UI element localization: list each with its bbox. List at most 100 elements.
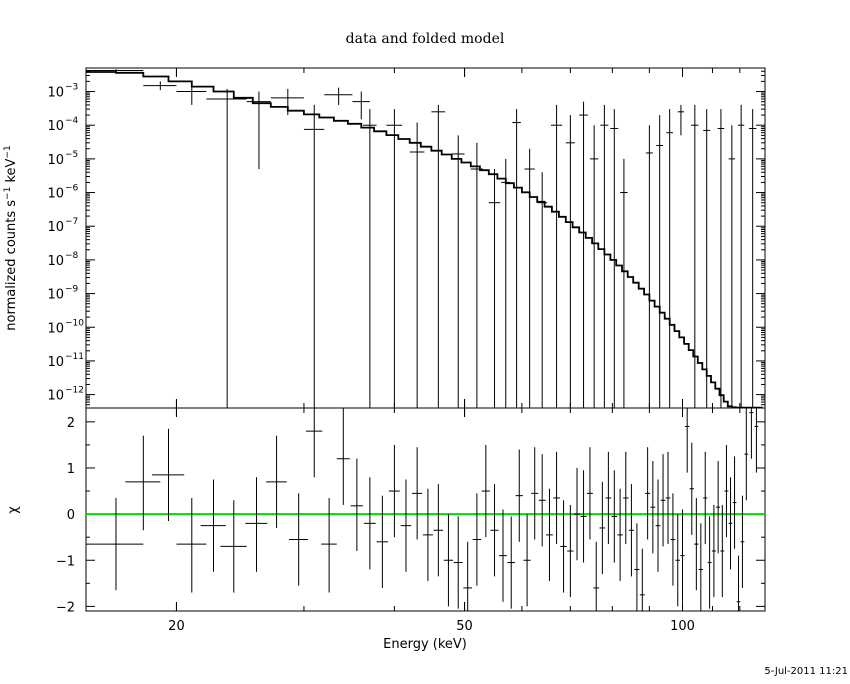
residual-point bbox=[623, 451, 629, 545]
y-tick-exponent: −11 bbox=[65, 352, 84, 362]
residual-point bbox=[321, 497, 337, 593]
residual-point bbox=[685, 408, 690, 473]
spectrum-panel: 10−310−410−510−610−710−810−910−1010−1110… bbox=[3, 67, 766, 409]
residual-point bbox=[499, 509, 507, 602]
data-point bbox=[176, 81, 207, 105]
residual-point bbox=[567, 504, 574, 598]
y-tick-label: 10 bbox=[47, 119, 64, 134]
residual-point bbox=[707, 516, 712, 609]
residual-point bbox=[593, 541, 600, 611]
data-point bbox=[748, 109, 757, 408]
y-tick-label: 10 bbox=[47, 86, 64, 101]
residual-point bbox=[443, 514, 454, 607]
y-tick-label: −1 bbox=[56, 554, 75, 569]
model-step-line bbox=[86, 71, 763, 409]
data-point bbox=[303, 104, 325, 408]
data-point bbox=[656, 115, 664, 408]
residual-point bbox=[433, 484, 444, 577]
y-tick-exponent: −10 bbox=[65, 318, 84, 328]
data-point bbox=[431, 104, 446, 408]
residual-point bbox=[422, 488, 433, 582]
residual-point bbox=[200, 479, 226, 572]
data-point bbox=[409, 122, 425, 408]
residual-point bbox=[724, 444, 729, 538]
residual-point bbox=[605, 451, 612, 545]
residual-point bbox=[388, 444, 400, 538]
residual-point bbox=[720, 504, 725, 598]
residual-point bbox=[453, 516, 463, 609]
data-point bbox=[589, 125, 599, 408]
data-point bbox=[324, 87, 353, 105]
residual-point bbox=[523, 514, 531, 607]
y-tick-exponent: −12 bbox=[65, 386, 84, 396]
y-tick-label: 10 bbox=[47, 254, 64, 269]
data-point bbox=[246, 91, 271, 170]
y-tick-label: 2 bbox=[67, 416, 75, 431]
data-point bbox=[610, 109, 619, 408]
y-tick-exponent: −7 bbox=[65, 217, 78, 227]
data-point bbox=[270, 88, 304, 116]
residual-point bbox=[220, 500, 247, 593]
data-point bbox=[677, 104, 685, 136]
residual-point bbox=[553, 451, 560, 545]
residual-point bbox=[660, 454, 666, 547]
data-point bbox=[717, 109, 725, 408]
residual-point bbox=[176, 497, 207, 593]
residual-point bbox=[634, 523, 640, 611]
y-tick-label: 10 bbox=[47, 389, 64, 404]
residual-point bbox=[744, 408, 749, 501]
residual-point bbox=[736, 555, 741, 611]
residual-point bbox=[336, 408, 350, 505]
y-tick-exponent: −3 bbox=[65, 83, 78, 93]
x-tick-label: 50 bbox=[456, 619, 473, 634]
residual-point bbox=[611, 470, 618, 563]
y-tick-label: −2 bbox=[56, 600, 75, 615]
data-point bbox=[386, 109, 403, 408]
y-tick-exponent: −4 bbox=[65, 116, 79, 126]
residual-point bbox=[639, 548, 645, 611]
residual-point bbox=[546, 488, 553, 582]
residual-point bbox=[689, 442, 694, 535]
data-point bbox=[470, 142, 483, 408]
residual-point bbox=[580, 470, 587, 563]
y-tick-label: 10 bbox=[47, 288, 64, 303]
residual-point bbox=[711, 504, 716, 598]
residual-point bbox=[245, 477, 268, 572]
residual-point bbox=[507, 516, 516, 609]
residual-point bbox=[266, 435, 287, 528]
residual-point bbox=[694, 497, 699, 591]
y-tick-label: 10 bbox=[47, 321, 64, 336]
residual-point bbox=[754, 408, 759, 473]
data-point bbox=[550, 104, 563, 408]
residual-point bbox=[716, 461, 721, 554]
spectrum-frame bbox=[85, 67, 766, 409]
residuals-panel: 2 1 0 −1 −2 χ bbox=[6, 407, 766, 615]
residual-point bbox=[306, 408, 323, 478]
residual-point bbox=[573, 467, 581, 561]
residual-point bbox=[363, 477, 376, 570]
data-point bbox=[451, 135, 465, 408]
residual-point bbox=[560, 500, 567, 593]
residual-point bbox=[650, 461, 656, 554]
y-tick-label: 10 bbox=[47, 187, 64, 202]
y-tick-label: 10 bbox=[47, 355, 64, 370]
data-point bbox=[620, 158, 628, 408]
residual-point bbox=[490, 484, 499, 577]
data-point bbox=[488, 169, 501, 408]
y-tick-exponent: −9 bbox=[65, 285, 79, 295]
residual-point bbox=[376, 495, 389, 588]
residual-point bbox=[675, 514, 680, 607]
data-point bbox=[524, 148, 535, 408]
residual-point bbox=[645, 447, 651, 540]
data-point bbox=[501, 158, 511, 408]
residual-point bbox=[411, 447, 423, 540]
residual-point bbox=[749, 408, 754, 459]
residual-point bbox=[515, 449, 523, 542]
data-point bbox=[565, 115, 575, 408]
data-point bbox=[703, 109, 711, 408]
y-tick-label: 10 bbox=[47, 220, 64, 235]
data-point bbox=[363, 109, 377, 408]
y-tick-label: 1 bbox=[67, 462, 75, 477]
